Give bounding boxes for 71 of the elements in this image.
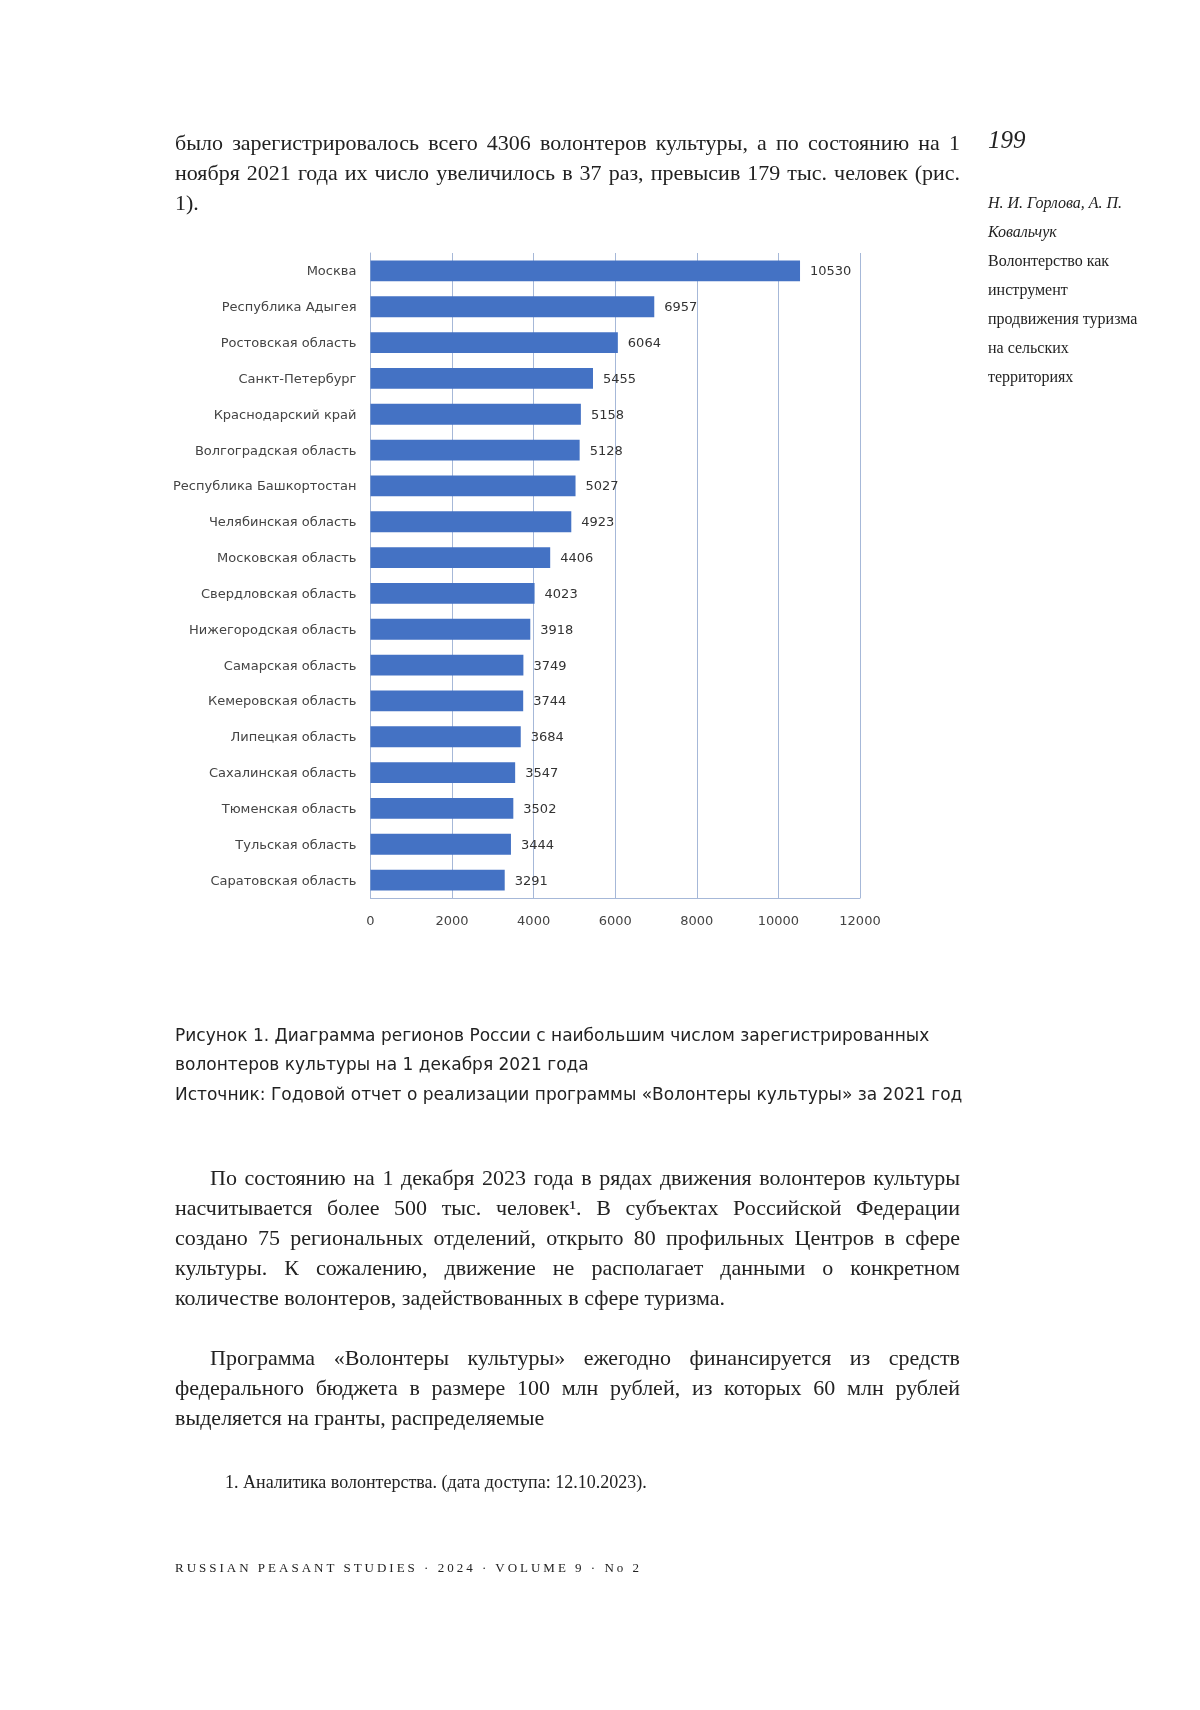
bar: [370, 260, 801, 282]
y-tick-label: Тюменская область: [220, 800, 357, 816]
text: 1. Аналитика волонтерства. (дата доступа: 12.10.2023).: [225, 1471, 648, 1494]
y-tick-label: Сахалинская область: [208, 765, 357, 781]
y-tick-label: Москва: [306, 263, 357, 279]
y-tick-label: Московская область: [217, 550, 357, 566]
bar: [370, 403, 581, 425]
y-tick-label: Липецкая область: [230, 729, 357, 745]
data-label: 5027: [585, 478, 619, 494]
text: Источник: Годовой отчет о реализации программы «Волонтеры культуры» за 2021 год: [175, 1083, 964, 1106]
x-tick-label: 8000: [680, 913, 714, 928]
bar: [370, 547, 551, 568]
data-label: 5455: [602, 370, 637, 386]
bar: [370, 296, 655, 318]
y-tick-label: Санкт-Петербург: [238, 370, 357, 386]
text: Рисунок 1. Диаграмма регионов России с наибольшим числом зарегистрированных волонтеров культуры на 1 декабря 2021 года: [175, 1024, 931, 1076]
y-tick-label: Волгоградская область: [194, 442, 357, 458]
data-label: 3744: [533, 693, 567, 709]
bar: [370, 833, 511, 855]
x-tick-label: 0: [366, 913, 375, 928]
data-label: 6064: [627, 335, 661, 351]
bar: [370, 726, 521, 748]
x-tick-label: 12000: [839, 913, 881, 928]
data-label: 5158: [590, 406, 624, 422]
data-label: 5128: [589, 442, 623, 458]
data-label: 3502: [523, 800, 557, 816]
y-tick-label: Кемеровская область: [208, 693, 357, 709]
bar: [370, 762, 516, 783]
bar: [370, 511, 572, 533]
data-label: 3918: [540, 621, 574, 637]
y-tick-label: Тульская область: [234, 836, 357, 852]
bar: [370, 332, 618, 353]
text: 199: [988, 126, 1026, 154]
y-tick-label: Самарская область: [223, 657, 357, 673]
data-label: 3684: [530, 729, 564, 745]
data-label: 4023: [544, 585, 578, 601]
y-tick-label: Нижегородская область: [188, 621, 357, 637]
y-tick-label: Ростовская область: [220, 335, 357, 351]
bar: [370, 475, 576, 497]
y-tick-label: Челябинская область: [208, 514, 357, 530]
text: RUSSIAN PEASANT STUDIES · 2024 · VOLUME 9 · No 2: [175, 1560, 643, 1576]
x-tick-label: 6000: [598, 913, 632, 928]
text: Программа «Волонтеры культуры» ежегодно финансируется из средств федерального бюджета в размере 100 млн рублей, из которых 60 млн рублей выделяется на гранты, распределяемые: [175, 1344, 960, 1432]
bar: [370, 583, 535, 604]
data-label: 4406: [560, 550, 594, 566]
data-label: 3444: [520, 836, 555, 852]
bar: [370, 439, 580, 461]
bar: [370, 869, 505, 891]
y-tick-label: Саратовская область: [210, 872, 357, 888]
bar: [370, 618, 531, 640]
bar: [370, 368, 593, 389]
text: Н. И. Горлова, А. П. Ковальчук: [988, 193, 1124, 243]
bar: [370, 654, 524, 676]
data-label: 3749: [533, 657, 567, 673]
bar: [370, 690, 524, 712]
y-tick-label: Свердловская область: [201, 585, 357, 601]
data-label: 6957: [664, 299, 698, 315]
x-tick-label: 10000: [757, 913, 800, 928]
y-tick-label: Республика Адыгея: [221, 299, 357, 315]
x-tick-label: 2000: [435, 913, 469, 928]
x-tick-label: 4000: [517, 913, 551, 928]
y-tick-label: Краснодарский край: [213, 406, 357, 422]
text: Волонтерство как инструмент продвижения туризма на сельских территориях: [988, 251, 1138, 388]
text: По состоянию на 1 декабря 2023 года в рядах движения волонтеров культуры насчитывается более 500 тыс. человек¹. В субъектах Российской Федерации создано 75 региональных отделений, открыто 80 профильных Центров в сфере культуры. К сожалению, движение не располагает данными о конкретном количестве волонтеров, задействованных в сфере туризма.: [175, 1164, 960, 1312]
y-tick-label: Республика Башкортостан: [172, 478, 357, 494]
data-label: 3547: [525, 765, 559, 781]
bar: [370, 798, 514, 819]
data-label: 3291: [514, 872, 548, 888]
data-label: 4923: [581, 514, 615, 530]
text: было зарегистрировалось всего 4306 волонтеров культуры, а по состоянию на 1 ноября 2021 года их число увеличилось в 37 раз, превысив 179 тыс. человек (рис. 1).: [175, 129, 960, 217]
data-label: 10530: [810, 263, 852, 279]
